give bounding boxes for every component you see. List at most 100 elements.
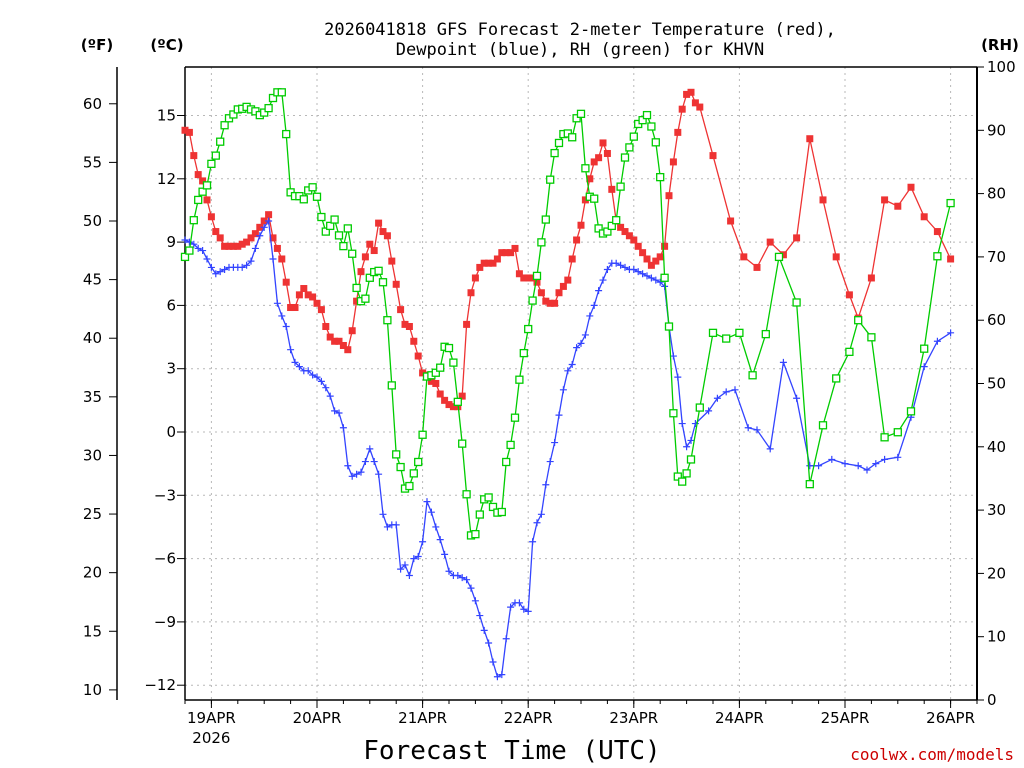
celsius-tick-label: 6 [166,296,176,314]
dewpoint-point [595,287,603,295]
temperature-point [353,297,361,305]
dewpoint-point [568,360,576,368]
rh-point [550,148,559,158]
dewpoint-point [432,523,440,531]
x-tick-label: 21APR [398,709,447,727]
temperature-point [832,253,840,261]
x-tick-label: 24APR [715,709,764,727]
rh-point [893,428,902,437]
dewpoint-point [542,481,550,489]
temperature-point [203,196,211,204]
rh-point [612,216,621,225]
rh-point [528,296,537,305]
dewpoint-point [485,639,493,647]
dewpoint-point [687,436,695,444]
temperature-point [361,253,369,261]
rh-point [502,457,511,467]
temperature-point [819,196,827,204]
temperature-point [287,304,295,312]
rh-point [321,227,330,236]
fahrenheit-tick-label: 15 [83,622,102,640]
dewpoint-point [793,394,801,402]
temperature-point [260,217,268,225]
rh-point [405,481,414,491]
dewpoint-point [282,323,290,330]
temperature-point [894,202,902,210]
temperature-point [634,242,642,250]
dewpoint-point [392,521,400,529]
fahrenheit-tick-label: 55 [83,153,102,171]
dewpoint-point [375,470,383,478]
temperature-point [410,337,418,345]
rh-tick-label: 20 [987,564,1006,582]
rh-point [673,472,682,481]
dewpoint-line [184,219,951,678]
temperature-point [537,289,545,297]
temperature-point [212,228,220,236]
temperature-line [184,91,952,408]
rh-tick-label: 50 [987,375,1006,393]
dewpoint-point [410,555,418,563]
rh-point [920,344,929,353]
temperature-point [617,223,625,231]
rh-point [506,440,515,450]
dewpoint-point [454,571,462,579]
rh-point [211,151,220,160]
dewpoint-point [502,635,510,643]
dewpoint-point [476,612,484,620]
dewpoint-point [207,263,215,271]
rh-point [906,407,916,416]
temperature-point [388,257,396,265]
temperature-point [366,240,374,248]
dewpoint-point [599,276,607,284]
rh-point [616,182,625,191]
dewpoint-point [841,460,849,468]
temperature-point [476,263,484,271]
dewpoint-point [524,607,532,615]
temperature-point [691,99,699,107]
temperature-point [806,135,814,143]
series-layer [180,88,955,681]
rh-point [546,175,555,184]
temperature-point [696,103,704,111]
x-tick-year-label: 2026 [192,729,230,747]
dewpoint-point [647,274,655,282]
fahrenheit-tick-label: 40 [83,329,102,347]
rh-point [409,469,418,478]
dewpoint-point [414,552,422,560]
rh-point [629,132,638,141]
temperature-point [436,390,444,398]
rh-point [312,192,322,201]
fahrenheit-tick-label: 50 [83,212,102,230]
rh-point [946,198,955,208]
temperature-point [225,242,233,250]
temperature-point [313,299,321,307]
dewpoint-point [507,603,515,611]
rh-point [722,334,731,343]
rh-point [194,195,203,205]
x-tick-label: 22APR [504,709,553,727]
rh-point [387,381,396,390]
dewpoint-point [221,266,229,274]
celsius-tick-label: 3 [166,360,176,378]
rh-point [519,348,528,358]
dewpoint-point [630,266,638,274]
dewpoint-point [357,468,365,476]
dewpoint-point [639,270,647,278]
tick-labels: 19APR 2026 20APR 21APR 22APR 23APR 24APR 25APR 2… [83,58,1016,747]
temperature-point [485,259,493,267]
temperature-point [709,152,717,160]
fahrenheit-tick-label: 20 [83,564,102,582]
dewpoint-point [199,247,207,255]
celsius-tick-label: 0 [166,423,176,441]
chart-title-line-1: 2026041818 GFS Forecast 2-meter Temperat… [324,20,836,40]
dewpoint-point [586,312,594,320]
dewpoint-point [559,386,567,394]
credit-link[interactable]: coolwx.com/models [850,745,1014,764]
rh-tick-label: 90 [987,121,1006,139]
rh-point [660,273,669,282]
temperature-point [392,280,400,288]
dewpoint-point [366,445,374,453]
dewpoint-point [515,599,523,607]
rh-point [396,462,405,472]
